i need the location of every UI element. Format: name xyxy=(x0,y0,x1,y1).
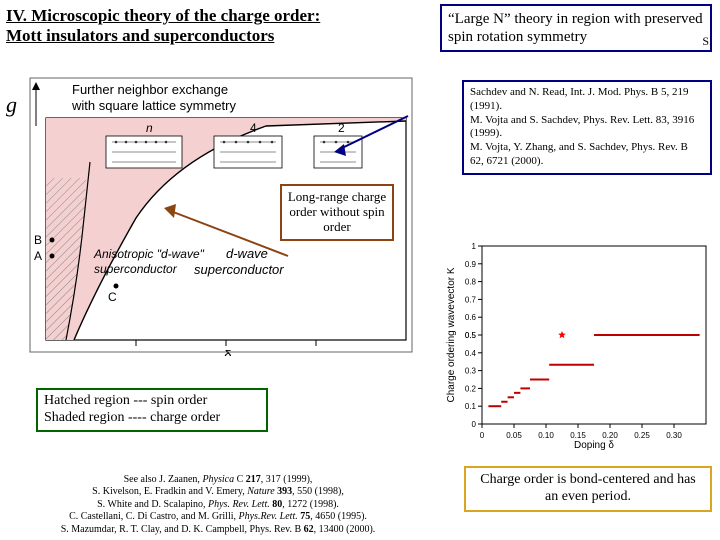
svg-text:0.25: 0.25 xyxy=(634,431,650,440)
bond-centered-callout: Charge order is bond-centered and has an… xyxy=(464,466,712,512)
bond-text: Charge order is bond-centered and has an… xyxy=(480,472,696,504)
svg-text:0.1: 0.1 xyxy=(465,402,477,411)
svg-text:Doping δ: Doping δ xyxy=(574,440,614,450)
svg-text:Further neighbor exchange: Further neighbor exchange xyxy=(72,82,228,97)
svg-text:Charge ordering wavevector K: Charge ordering wavevector K xyxy=(446,267,457,402)
svg-text:1: 1 xyxy=(472,242,477,251)
section-title: IV. Microscopic theory of the charge ord… xyxy=(6,6,320,47)
svg-text:0.10: 0.10 xyxy=(538,431,554,440)
ref-3: M. Vojta, Y. Zhang, and S. Sachdev, Phys… xyxy=(470,141,704,169)
svg-text:0.20: 0.20 xyxy=(602,431,618,440)
svg-text:0.4: 0.4 xyxy=(465,349,477,358)
svg-text:0: 0 xyxy=(472,420,477,429)
svg-text:superconductor: superconductor xyxy=(194,262,284,277)
region-legend: Hatched region --- spin order Shaded reg… xyxy=(36,388,268,432)
svg-text:0.6: 0.6 xyxy=(465,313,477,322)
svg-text:0.8: 0.8 xyxy=(465,278,477,287)
large-n-callout: “Large N” theory in region with preserve… xyxy=(440,4,712,52)
svg-text:0.15: 0.15 xyxy=(570,431,586,440)
svg-text:B: B xyxy=(34,233,42,247)
references-box: Sachdev and N. Read, Int. J. Mod. Phys. … xyxy=(462,80,712,175)
svg-text:0.2: 0.2 xyxy=(465,384,477,393)
large-n-text: “Large N” theory in region with preserve… xyxy=(448,11,703,45)
svg-text:0.30: 0.30 xyxy=(666,431,682,440)
bottom-references: See also J. Zaanen, Physica C 217, 317 (… xyxy=(8,474,428,537)
title-line-2: Mott insulators and superconductors xyxy=(6,26,274,45)
svg-text:superconductor: superconductor xyxy=(94,262,178,276)
svg-text:n: n xyxy=(146,121,153,135)
hatched-line-2: Shaded region ---- charge order xyxy=(44,410,260,427)
k-vs-doping-chart: 00.10.20.30.40.50.60.70.80.910.500.050.1… xyxy=(442,240,712,450)
ref-1: Sachdev and N. Read, Int. J. Mod. Phys. … xyxy=(470,86,704,114)
g-axis-label: g xyxy=(6,92,17,118)
svg-text:0.7: 0.7 xyxy=(465,295,477,304)
large-n-trail: S. xyxy=(702,34,712,48)
svg-text:δ: δ xyxy=(224,347,232,356)
svg-text:d-wave: d-wave xyxy=(226,246,268,261)
long-range-callout: Long-range charge order without spin ord… xyxy=(280,184,394,241)
svg-text:0: 0 xyxy=(480,431,485,440)
svg-text:0.05: 0.05 xyxy=(506,431,522,440)
title-line-1: IV. Microscopic theory of the charge ord… xyxy=(6,6,320,25)
svg-text:0.9: 0.9 xyxy=(465,260,477,269)
svg-text:0.3: 0.3 xyxy=(465,367,477,376)
svg-text:with square lattice symmetry: with square lattice symmetry xyxy=(71,98,236,113)
long-range-text: Long-range charge order without spin ord… xyxy=(288,189,386,234)
svg-text:A: A xyxy=(34,249,42,263)
svg-text:C: C xyxy=(108,290,117,304)
ref-2: M. Vojta and S. Sachdev, Phys. Rev. Lett… xyxy=(470,114,704,142)
svg-text:Anisotropic "d-wave": Anisotropic "d-wave" xyxy=(93,247,205,261)
svg-text:0.5: 0.5 xyxy=(465,331,477,340)
svg-text:2: 2 xyxy=(338,121,345,135)
hatched-line-1: Hatched region --- spin order xyxy=(44,393,260,410)
svg-text:4: 4 xyxy=(250,121,257,135)
